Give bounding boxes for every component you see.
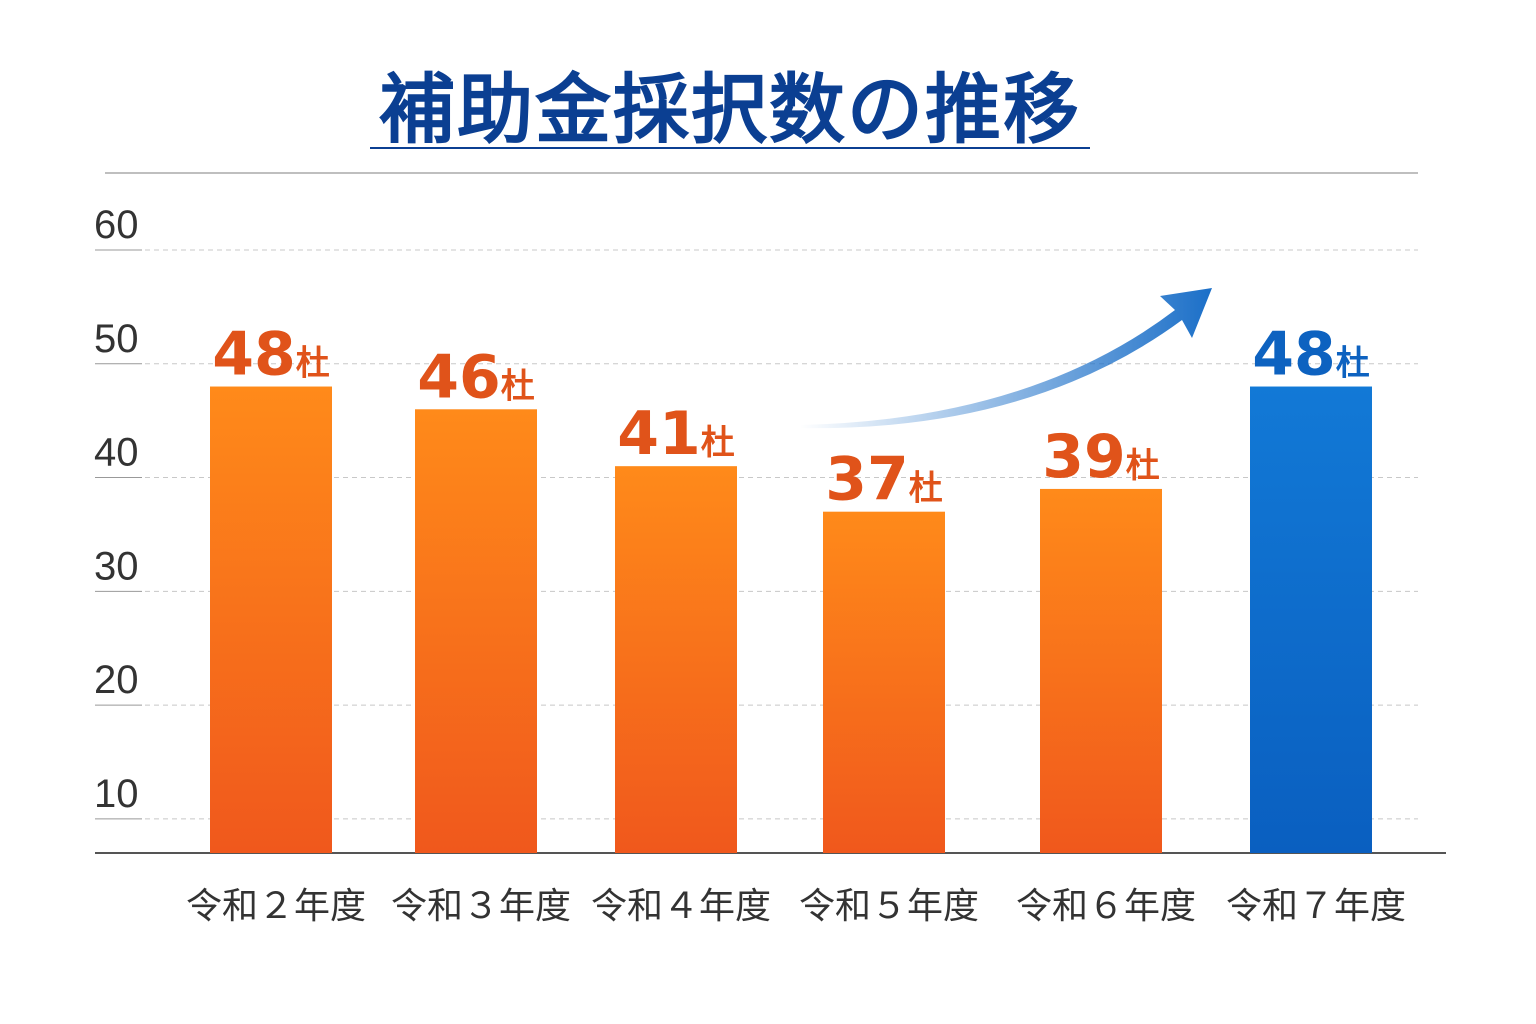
y-tick-label: 20 [94, 658, 139, 702]
y-tick-label: 40 [94, 431, 139, 475]
bar [1250, 386, 1372, 853]
data-label: 48杜 [1252, 320, 1370, 390]
y-tick-label: 50 [94, 317, 139, 361]
bar [615, 466, 737, 853]
x-tick-label: 令和６年度 [1016, 886, 1196, 927]
bar [210, 386, 332, 853]
bar [1040, 488, 1162, 853]
x-tick-label: 令和２年度 [186, 886, 366, 927]
data-label: 41杜 [617, 399, 735, 469]
x-tick-label: 令和５年度 [799, 886, 979, 927]
y-tick-label: 30 [94, 544, 139, 588]
x-tick-label: 令和７年度 [1226, 886, 1406, 927]
y-tick-label: 60 [94, 203, 139, 247]
trend-arrow [800, 288, 1212, 429]
x-tick-label: 令和３年度 [391, 886, 571, 927]
chart-title: 補助金採択数の推移 [379, 65, 1081, 154]
data-label: 39杜 [1042, 422, 1160, 492]
data-label: 37杜 [825, 445, 943, 515]
y-tick-label: 10 [94, 772, 139, 816]
data-label: 48杜 [212, 320, 330, 390]
bar [415, 409, 537, 853]
bar [823, 511, 945, 853]
data-label: 46杜 [417, 342, 535, 412]
x-tick-label: 令和４年度 [591, 886, 771, 927]
